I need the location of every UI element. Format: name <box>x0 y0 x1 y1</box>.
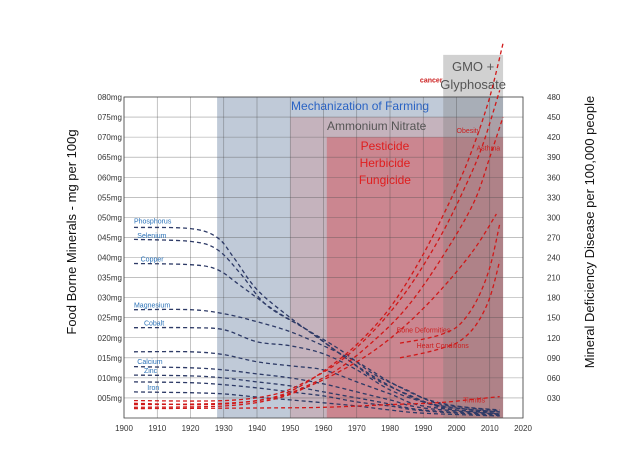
era-label-ammonium-nitrate-line1: Ammonium Nitrate <box>327 119 427 133</box>
left-tick-045mg: 045mg <box>98 233 122 242</box>
left-tick-035mg: 035mg <box>98 274 122 283</box>
mineral-line-iron <box>133 391 500 417</box>
right-tick-420: 420 <box>547 133 561 142</box>
left-axis-title: Food Borne Minerals - mg per 100g <box>64 129 79 334</box>
right-tick-150: 150 <box>547 314 561 323</box>
x-tick-1950: 1950 <box>281 424 299 433</box>
x-tick-2010: 2010 <box>481 424 499 433</box>
right-tick-210: 210 <box>547 274 561 283</box>
disease-line-bone-deformities <box>399 223 501 344</box>
series-labels: Phosphorus Selenium Copper Magnesium Cobalt C… <box>134 77 500 404</box>
right-tick-270: 270 <box>547 233 561 242</box>
right-tick-090: 090 <box>547 354 561 363</box>
mineral-line-calcium <box>133 365 500 415</box>
disease-line-tinnitis <box>133 395 500 410</box>
mineral-label-magnesium: Magnesium <box>134 303 170 310</box>
left-tick-080mg: 080mg <box>98 93 122 102</box>
era-bands: Mechanization of Farming Ammonium Nitrate… <box>217 54 506 419</box>
left-tick-025mg: 025mg <box>98 314 122 323</box>
left-tick-055mg: 055mg <box>98 193 122 202</box>
era-band-gmo-glyphosate <box>443 54 504 419</box>
x-tick-1930: 1930 <box>215 424 233 433</box>
mineral-line-copper <box>133 262 500 412</box>
disease-line-heart-conditions <box>399 260 501 359</box>
x-tick-1980: 1980 <box>381 424 399 433</box>
right-tick-450: 450 <box>547 113 561 122</box>
x-tick-2000: 2000 <box>448 424 466 433</box>
x-tick-1910: 1910 <box>148 424 166 433</box>
x-tick-1940: 1940 <box>248 424 266 433</box>
mineral-line-unnamed-9 <box>133 381 500 417</box>
disease-label-bone-deformities: Bone Deformities <box>397 327 451 334</box>
right-axis-title: Mineral Deficiency Disease per 100,000 p… <box>582 96 597 368</box>
era-label-pesticide-herbicide-fungicide-line3: Fungicide <box>359 173 411 187</box>
disease-line-obesity <box>133 90 501 402</box>
mineral-label-selenium: Selenium <box>137 233 166 240</box>
mineral-label-zinc: Zinc <box>144 368 158 375</box>
left-tick-065mg: 065mg <box>98 153 122 162</box>
right-tick-240: 240 <box>547 254 561 263</box>
left-tick-050mg: 050mg <box>98 213 122 222</box>
era-label-mechanization-of-farming-line1: Mechanization of Farming <box>291 99 429 113</box>
x-tick-1920: 1920 <box>182 424 200 433</box>
left-tick-030mg: 030mg <box>98 294 122 303</box>
disease-line-asthma <box>133 116 504 406</box>
mineral-line-magnesium <box>133 308 500 411</box>
x-tick-1900: 1900 <box>115 424 133 433</box>
right-tick-480: 480 <box>547 93 561 102</box>
mineral-line-unnamed-6 <box>133 350 500 415</box>
left-tick-060mg: 060mg <box>98 173 122 182</box>
disease-label-heart-conditions: Heart Conditions <box>417 343 470 350</box>
x-tick-2020: 2020 <box>514 424 532 433</box>
mineral-line-zinc <box>133 374 500 416</box>
left-tick-010mg: 010mg <box>98 374 122 383</box>
right-tick-360: 360 <box>547 173 561 182</box>
right-tick-330: 330 <box>547 193 561 202</box>
left-tick-070mg: 070mg <box>98 133 122 142</box>
mineral-label-cobalt: Cobalt <box>144 321 164 328</box>
plot-frame <box>123 96 524 419</box>
x-tick-1970: 1970 <box>348 424 366 433</box>
mineral-line-cobalt <box>133 326 500 413</box>
right-tick-030: 030 <box>547 394 561 403</box>
left-tick-040mg: 040mg <box>98 254 122 263</box>
right-tick-120: 120 <box>547 334 561 343</box>
x-tick-1960: 1960 <box>315 424 333 433</box>
era-label-pesticide-herbicide-fungicide-line2: Herbicide <box>360 156 411 170</box>
mineral-label-copper: Copper <box>141 257 165 264</box>
mineral-label-phosphorus: Phosphorus <box>134 218 172 225</box>
mineral-series <box>133 226 500 417</box>
grid <box>123 96 524 419</box>
left-tick-005mg: 005mg <box>98 394 122 403</box>
right-tick-390: 390 <box>547 153 561 162</box>
mineral-label-iron: Iron <box>147 385 159 392</box>
disease-label-obesity: Obesity <box>457 128 481 135</box>
era-label-gmo-glyphosate-line1: GMO + <box>452 59 494 74</box>
era-label-pesticide-herbicide-fungicide-line1: Pesticide <box>361 139 410 153</box>
disease-line-unnamed-4 <box>133 213 497 408</box>
mineral-label-calcium: Calcium <box>137 359 162 366</box>
disease-label-asthma: Asthma <box>476 146 500 153</box>
disease-label-tinnitis: Tinnitis <box>463 398 485 405</box>
right-tick-300: 300 <box>547 213 561 222</box>
x-tick-1990: 1990 <box>414 424 432 433</box>
axes: 1900 1910 1920 1930 1940 1950 1960 1970 1980 1990… <box>98 93 561 433</box>
left-tick-015mg: 015mg <box>98 354 122 363</box>
left-tick-020mg: 020mg <box>98 334 122 343</box>
era-label-gmo-glyphosate-line2: Glyphosate <box>440 77 506 92</box>
disease-series <box>133 43 504 410</box>
disease-label-cancer: cancer <box>420 77 443 84</box>
right-tick-180: 180 <box>547 294 561 303</box>
left-tick-075mg: 075mg <box>98 113 122 122</box>
right-tick-060: 060 <box>547 374 561 383</box>
